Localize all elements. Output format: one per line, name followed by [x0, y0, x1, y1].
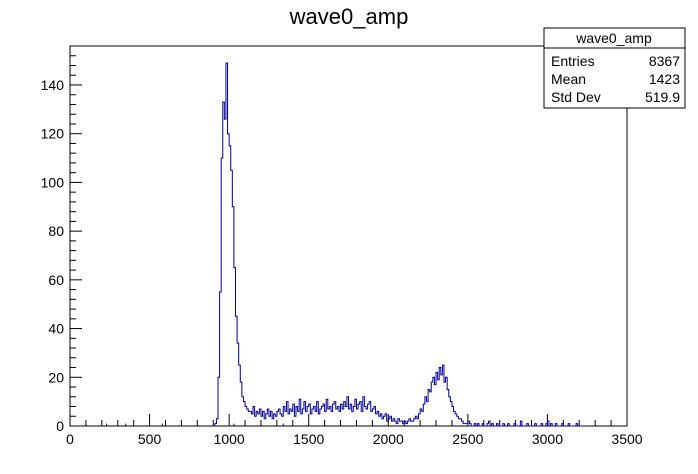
isolated-entries — [85, 423, 284, 426]
stats-stddev-value: 519.9 — [645, 89, 680, 105]
x-tick-label: 3500 — [611, 431, 642, 447]
y-tick-label: 60 — [48, 272, 64, 288]
chart-title: wave0_amp — [289, 4, 409, 29]
y-tick-label: 40 — [48, 321, 64, 337]
stats-entries-value: 8367 — [649, 53, 680, 69]
y-tick-label: 140 — [41, 77, 65, 93]
x-tick-label: 1500 — [293, 431, 324, 447]
histogram-series-line — [213, 62, 586, 427]
y-tick-label: 0 — [56, 418, 64, 434]
y-axis-ticks — [70, 55, 82, 427]
stats-mean-label: Mean — [551, 71, 586, 87]
y-tick-label: 80 — [48, 223, 64, 239]
y-tick-label: 120 — [41, 126, 65, 142]
x-tick-label: 0 — [66, 431, 74, 447]
x-tick-label: 2500 — [452, 431, 483, 447]
x-tick-label: 2000 — [373, 431, 404, 447]
y-axis-tick-labels: 0 20 40 60 80 100 120 140 — [41, 77, 65, 434]
y-tick-label: 20 — [48, 369, 64, 385]
x-tick-label: 3000 — [532, 431, 563, 447]
stats-box-title: wave0_amp — [575, 30, 652, 46]
y-tick-label: 100 — [41, 174, 65, 190]
stats-box: wave0_amp Entries 8367 Mean 1423 Std Dev… — [543, 27, 686, 109]
x-tick-label: 1000 — [214, 431, 245, 447]
stats-entries-label: Entries — [551, 53, 595, 69]
stats-box-frame — [543, 27, 686, 109]
x-axis-tick-labels: 0 500 1000 1500 2000 2500 3000 3500 — [66, 431, 643, 447]
x-tick-label: 500 — [138, 431, 162, 447]
plot-frame — [69, 45, 628, 427]
stats-mean-value: 1423 — [649, 71, 680, 87]
stats-stddev-label: Std Dev — [551, 89, 601, 105]
